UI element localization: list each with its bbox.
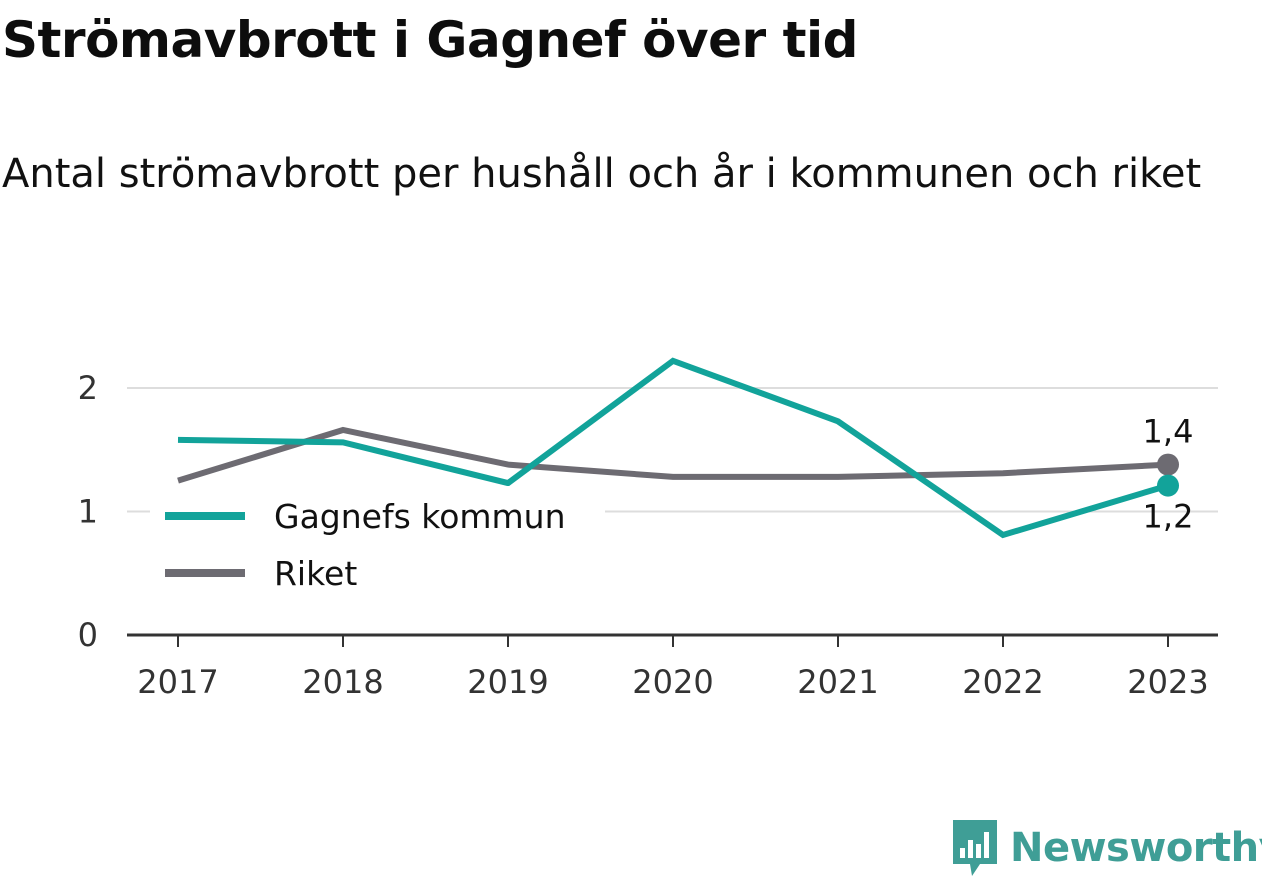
chart-subtitle: Antal strömavbrott per hushåll och år i … [2,151,1202,197]
x-tick-label: 2019 [467,663,548,701]
chart-title: Strömavbrott i Gagnef över tid [2,11,858,69]
axis-layer: 0 1 2 2017 2018 2019 2020 2021 2022 2023 [78,369,1218,701]
newsworthy-logo: Newsworthy [950,818,1262,878]
label-layer: 1,2 1,4 [1143,413,1194,536]
end-label-gagnef: 1,2 [1143,498,1194,536]
legend: Gagnefs kommun Riket [150,486,605,598]
x-tick-label: 2023 [1127,663,1208,701]
y-tick-label: 0 [78,616,98,654]
x-tick-label: 2017 [137,663,218,701]
data-point-riket [1157,453,1179,476]
data-point-gagnef [1157,474,1179,497]
x-tick-label: 2021 [797,663,878,701]
newsworthy-logo-icon [953,820,997,876]
newsworthy-logo-text: Newsworthy [1010,825,1262,871]
end-label-riket: 1,4 [1143,413,1194,451]
legend-label-gagnef: Gagnefs kommun [274,497,566,536]
x-tick-label: 2018 [302,663,383,701]
series-line-gagnef [177,357,1169,539]
series-line-riket [177,426,1169,484]
legend-label-riket: Riket [274,554,357,593]
series-layer [177,357,1179,539]
y-tick-label: 1 [78,493,98,531]
legend-background [150,486,605,598]
x-tick-label: 2020 [632,663,713,701]
y-tick-label: 2 [78,369,98,407]
x-tick-label: 2022 [962,663,1043,701]
